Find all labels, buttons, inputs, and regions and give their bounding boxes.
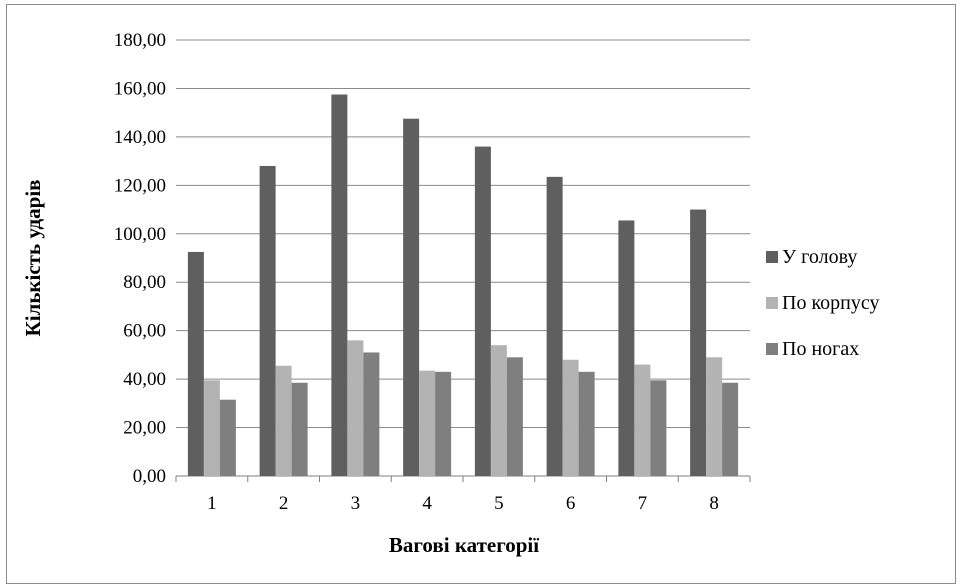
y-tick-label: 40,00	[123, 369, 166, 390]
legend-label: У голову	[782, 246, 857, 268]
y-tick-label: 60,00	[123, 321, 166, 342]
bar-3-cat-1	[219, 399, 236, 476]
y-tick-label: 180,00	[114, 30, 166, 51]
y-tick-label: 140,00	[114, 127, 166, 148]
bar-2-cat-4	[419, 370, 436, 476]
x-axis	[175, 476, 751, 482]
bar-2-cat-1	[203, 380, 220, 476]
bar-1-cat-7	[618, 220, 635, 476]
bar-2-cat-2	[275, 365, 292, 476]
legend-swatch	[766, 343, 778, 355]
bar-2-cat-6	[562, 359, 579, 476]
x-tick-label: 7	[638, 493, 648, 514]
legend-label: По ногах	[782, 338, 859, 360]
x-tick-label: 6	[566, 493, 576, 514]
bar-1-cat-3	[331, 94, 348, 476]
x-axis-title: Вагові категорії	[389, 533, 539, 557]
legend-label: По корпусу	[782, 292, 879, 314]
bar-2-cat-5	[490, 345, 507, 476]
legend: У голову По корпусу По ногах	[766, 246, 879, 360]
bars	[187, 94, 739, 477]
bar-3-cat-4	[435, 371, 452, 476]
bar-2-cat-7	[634, 364, 651, 476]
y-tick-label: 80,00	[123, 272, 166, 293]
x-tick-label: 4	[422, 493, 432, 514]
bar-3-cat-8	[722, 382, 739, 476]
y-tick-label: 0,00	[133, 466, 166, 487]
y-axis-title: Кількість ударів	[21, 179, 45, 336]
y-tick-label: 20,00	[123, 418, 166, 439]
bar-1-cat-4	[403, 118, 420, 476]
bar-3-cat-5	[506, 357, 523, 476]
y-tick-label: 160,00	[114, 78, 166, 99]
x-tick-label: 2	[279, 493, 289, 514]
bar-1-cat-2	[259, 165, 276, 476]
y-tick-label: 100,00	[114, 224, 166, 245]
legend-swatch	[766, 251, 778, 263]
x-tick-label: 1	[207, 493, 217, 514]
y-axis-tick-labels: 0,00 20,00 40,00 60,00 80,00 100,00 120,00 140,…	[114, 30, 166, 487]
bar-3-cat-2	[291, 382, 308, 476]
y-tick-label: 120,00	[114, 175, 166, 196]
legend-swatch	[766, 297, 778, 309]
bar-3-cat-7	[650, 380, 667, 476]
x-tick-label: 3	[351, 493, 361, 514]
bar-1-cat-5	[474, 146, 491, 477]
bar-3-cat-3	[363, 352, 380, 476]
bar-2-cat-8	[706, 357, 723, 476]
bar-3-cat-6	[578, 371, 595, 476]
x-tick-label: 5	[494, 493, 504, 514]
x-axis-tick-labels: 1 2 3 4 5 6 7 8	[207, 493, 719, 514]
bar-1-cat-8	[690, 209, 707, 477]
bar-1-cat-6	[546, 176, 563, 476]
x-tick-label: 8	[709, 493, 719, 514]
bar-1-cat-1	[187, 251, 204, 476]
bar-2-cat-3	[347, 340, 364, 476]
